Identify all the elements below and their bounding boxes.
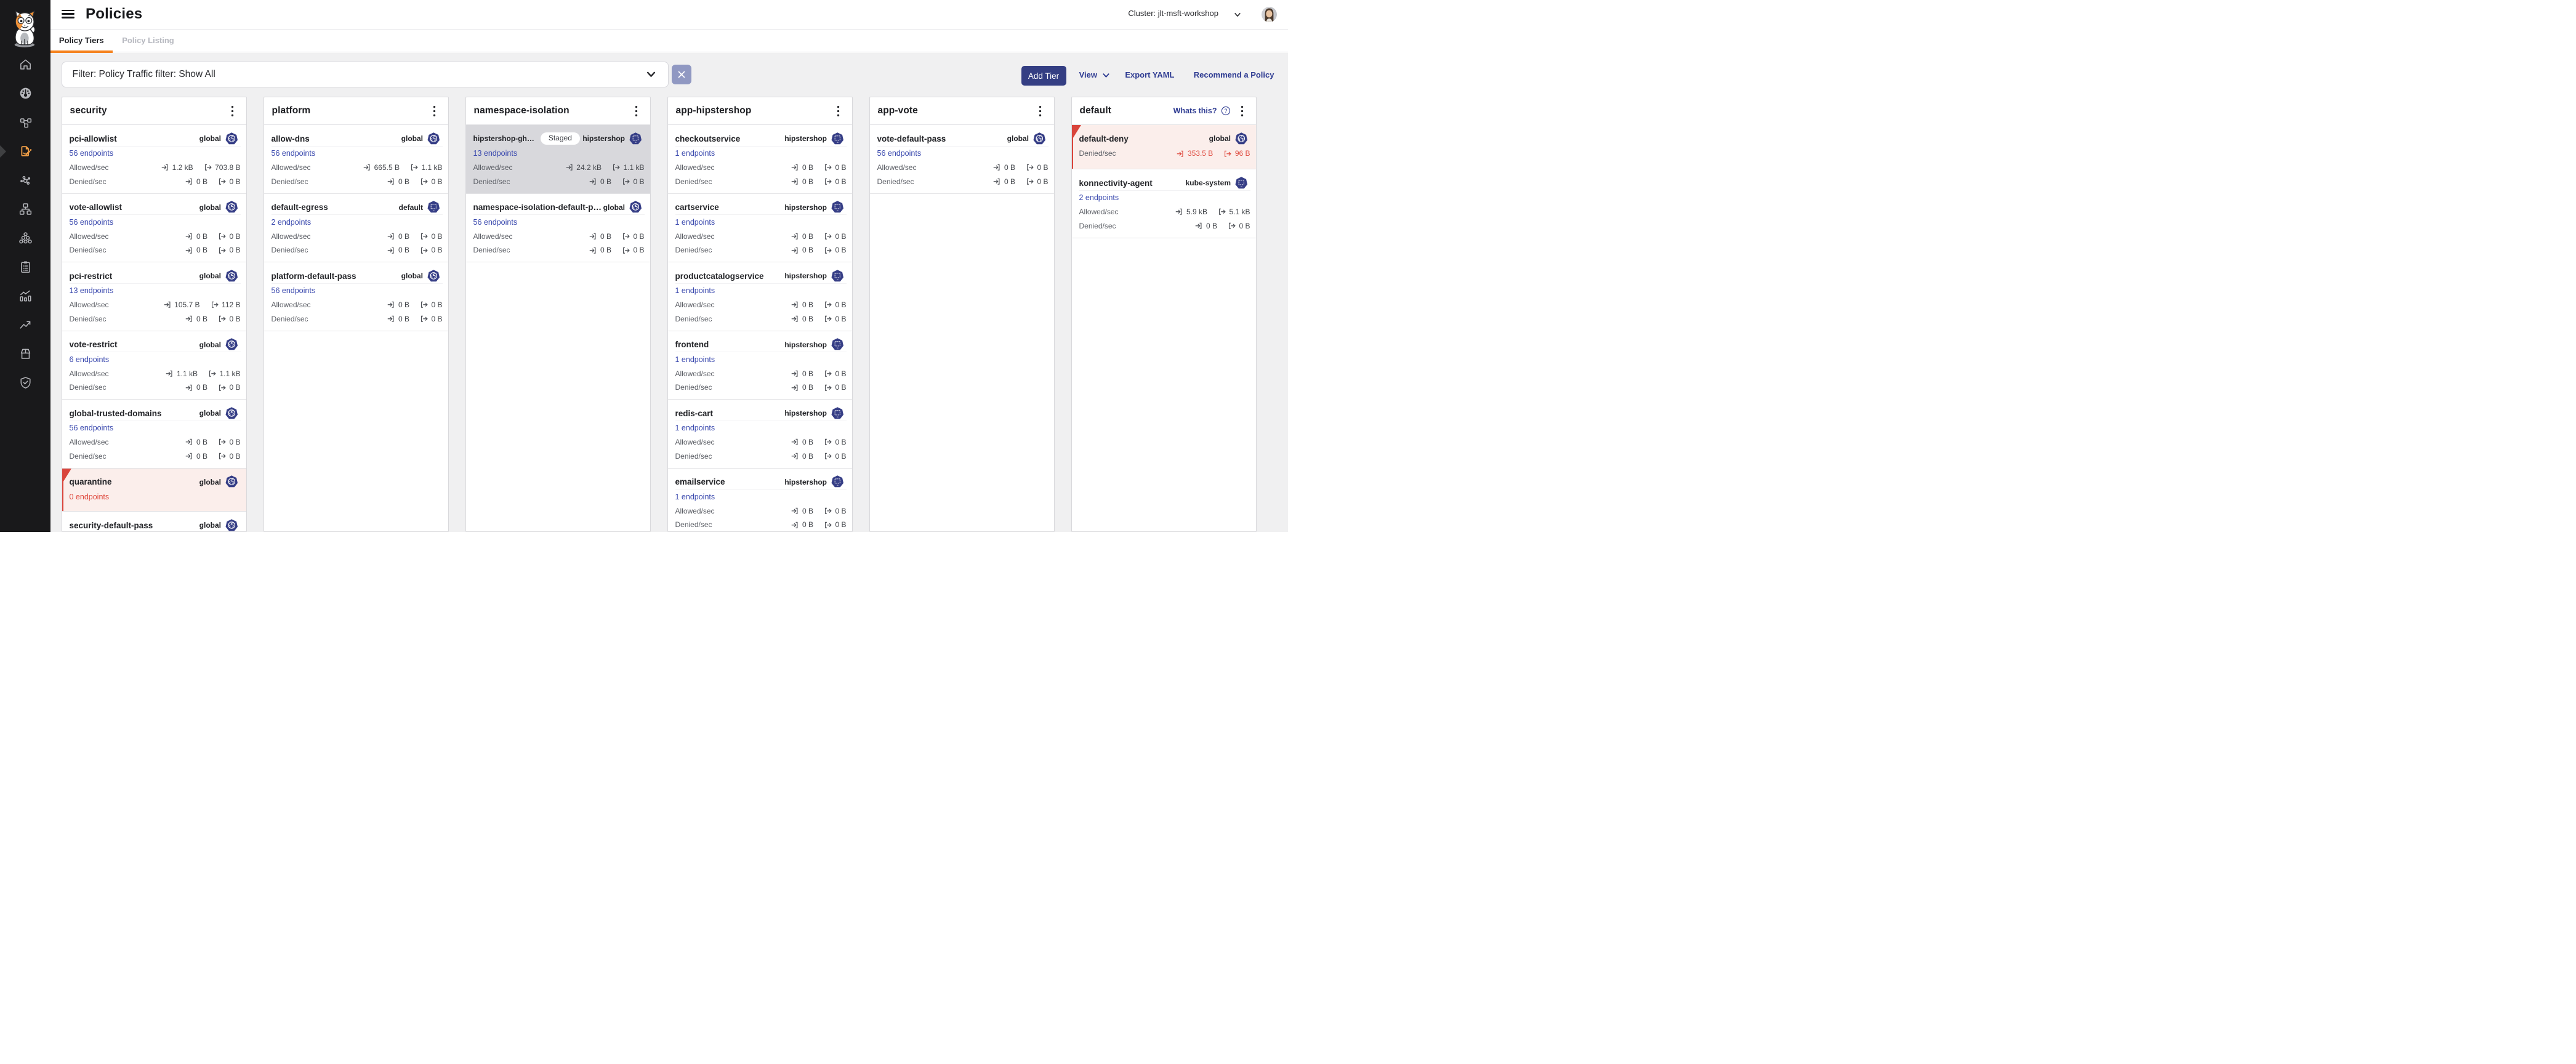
svg-text:ns: ns xyxy=(837,485,839,486)
svg-text:ns: ns xyxy=(837,416,839,418)
svg-text:?: ? xyxy=(1224,108,1227,114)
svg-text:ns: ns xyxy=(1241,186,1242,188)
svg-text:ns: ns xyxy=(837,347,839,349)
svg-text:ns: ns xyxy=(837,210,839,212)
svg-text:ns: ns xyxy=(433,210,435,212)
svg-text:ns: ns xyxy=(837,279,839,281)
svg-text:ns: ns xyxy=(837,142,839,143)
svg-text:ns: ns xyxy=(635,142,637,143)
